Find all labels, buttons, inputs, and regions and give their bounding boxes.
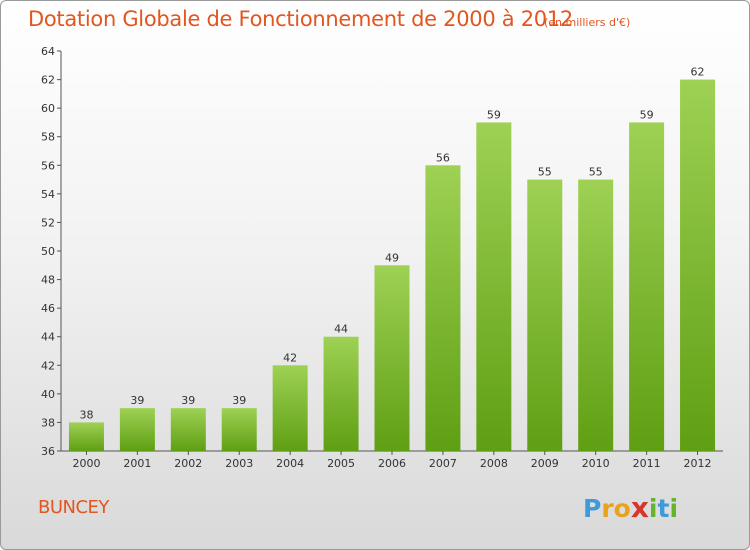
logo-letter: o	[613, 494, 631, 523]
x-tick-label: 2004	[276, 457, 304, 470]
bar	[680, 79, 716, 452]
logo-letter: P	[583, 494, 602, 523]
bar-value-label: 44	[334, 323, 348, 336]
y-tick-label: 36	[41, 445, 55, 458]
bar	[476, 122, 512, 451]
logo-letter: i	[648, 494, 658, 523]
bar-value-label: 59	[640, 108, 654, 121]
logo-letter: t	[657, 494, 670, 523]
bar	[629, 122, 665, 451]
y-tick-label: 58	[41, 131, 55, 144]
x-tick-label: 2012	[684, 457, 712, 470]
bar	[119, 408, 155, 451]
y-tick-label: 42	[41, 359, 55, 372]
y-tick-label: 64	[41, 45, 55, 58]
chart-title: Dotation Globale de Fonctionnement de 20…	[28, 7, 573, 31]
y-tick-label: 62	[41, 74, 55, 87]
y-tick-label: 38	[41, 416, 55, 429]
x-tick-label: 2008	[480, 457, 508, 470]
bar-value-label: 42	[283, 351, 297, 364]
commune-name: BUNCEY	[38, 497, 109, 518]
y-tick-label: 44	[41, 331, 55, 344]
bar	[272, 365, 308, 451]
bar	[578, 179, 614, 452]
y-tick-label: 52	[41, 216, 55, 229]
bars	[68, 79, 716, 452]
x-tick-label: 2009	[531, 457, 559, 470]
x-tick-label: 2011	[633, 457, 661, 470]
logo-letter: r	[601, 494, 614, 523]
labels: 38 39 39 39 42 44 49 56 59 55 55 59 62	[79, 66, 704, 422]
bar	[68, 422, 104, 451]
axes: 36 38 40 42 44 46 48 50 52 54 56 58 60 62 64 2000 2001 20…	[41, 45, 723, 470]
x-tick-label: 2006	[378, 457, 406, 470]
bar-value-label: 55	[589, 166, 603, 179]
x-tick-label: 2007	[429, 457, 457, 470]
x-tick-label: 2000	[72, 457, 100, 470]
bar	[323, 336, 359, 451]
bar	[221, 408, 257, 451]
y-tick-label: 46	[41, 302, 55, 315]
bar-value-label: 39	[181, 394, 195, 407]
x-tick-label: 2005	[327, 457, 355, 470]
y-tick-label: 50	[41, 245, 55, 258]
bar-value-label: 59	[487, 108, 501, 121]
x-tick-label: 2003	[225, 457, 253, 470]
bar	[425, 165, 461, 452]
proxiti-logo: Proxiti	[583, 491, 678, 524]
bar	[527, 179, 563, 452]
logo-letter: x	[630, 491, 649, 524]
x-tick-label: 2010	[582, 457, 610, 470]
y-tick-label: 48	[41, 274, 55, 287]
y-tick-label: 60	[41, 102, 55, 115]
x-tick-label: 2001	[123, 457, 151, 470]
bar-value-label: 39	[232, 394, 246, 407]
bar	[374, 265, 410, 451]
bar-value-label: 56	[436, 151, 450, 164]
y-tick-label: 56	[41, 159, 55, 172]
x-tick-label: 2002	[174, 457, 202, 470]
bar-value-label: 62	[691, 66, 705, 79]
y-tick-label: 54	[41, 188, 55, 201]
bar-value-label: 39	[130, 394, 144, 407]
bar-value-label: 49	[385, 251, 399, 264]
bar	[170, 408, 206, 451]
logo-letter: i	[669, 494, 679, 523]
bar-value-label: 38	[79, 408, 93, 421]
y-tick-label: 40	[41, 388, 55, 401]
chart-subtitle: (en milliers d'€)	[544, 16, 631, 29]
bar-value-label: 55	[538, 166, 552, 179]
